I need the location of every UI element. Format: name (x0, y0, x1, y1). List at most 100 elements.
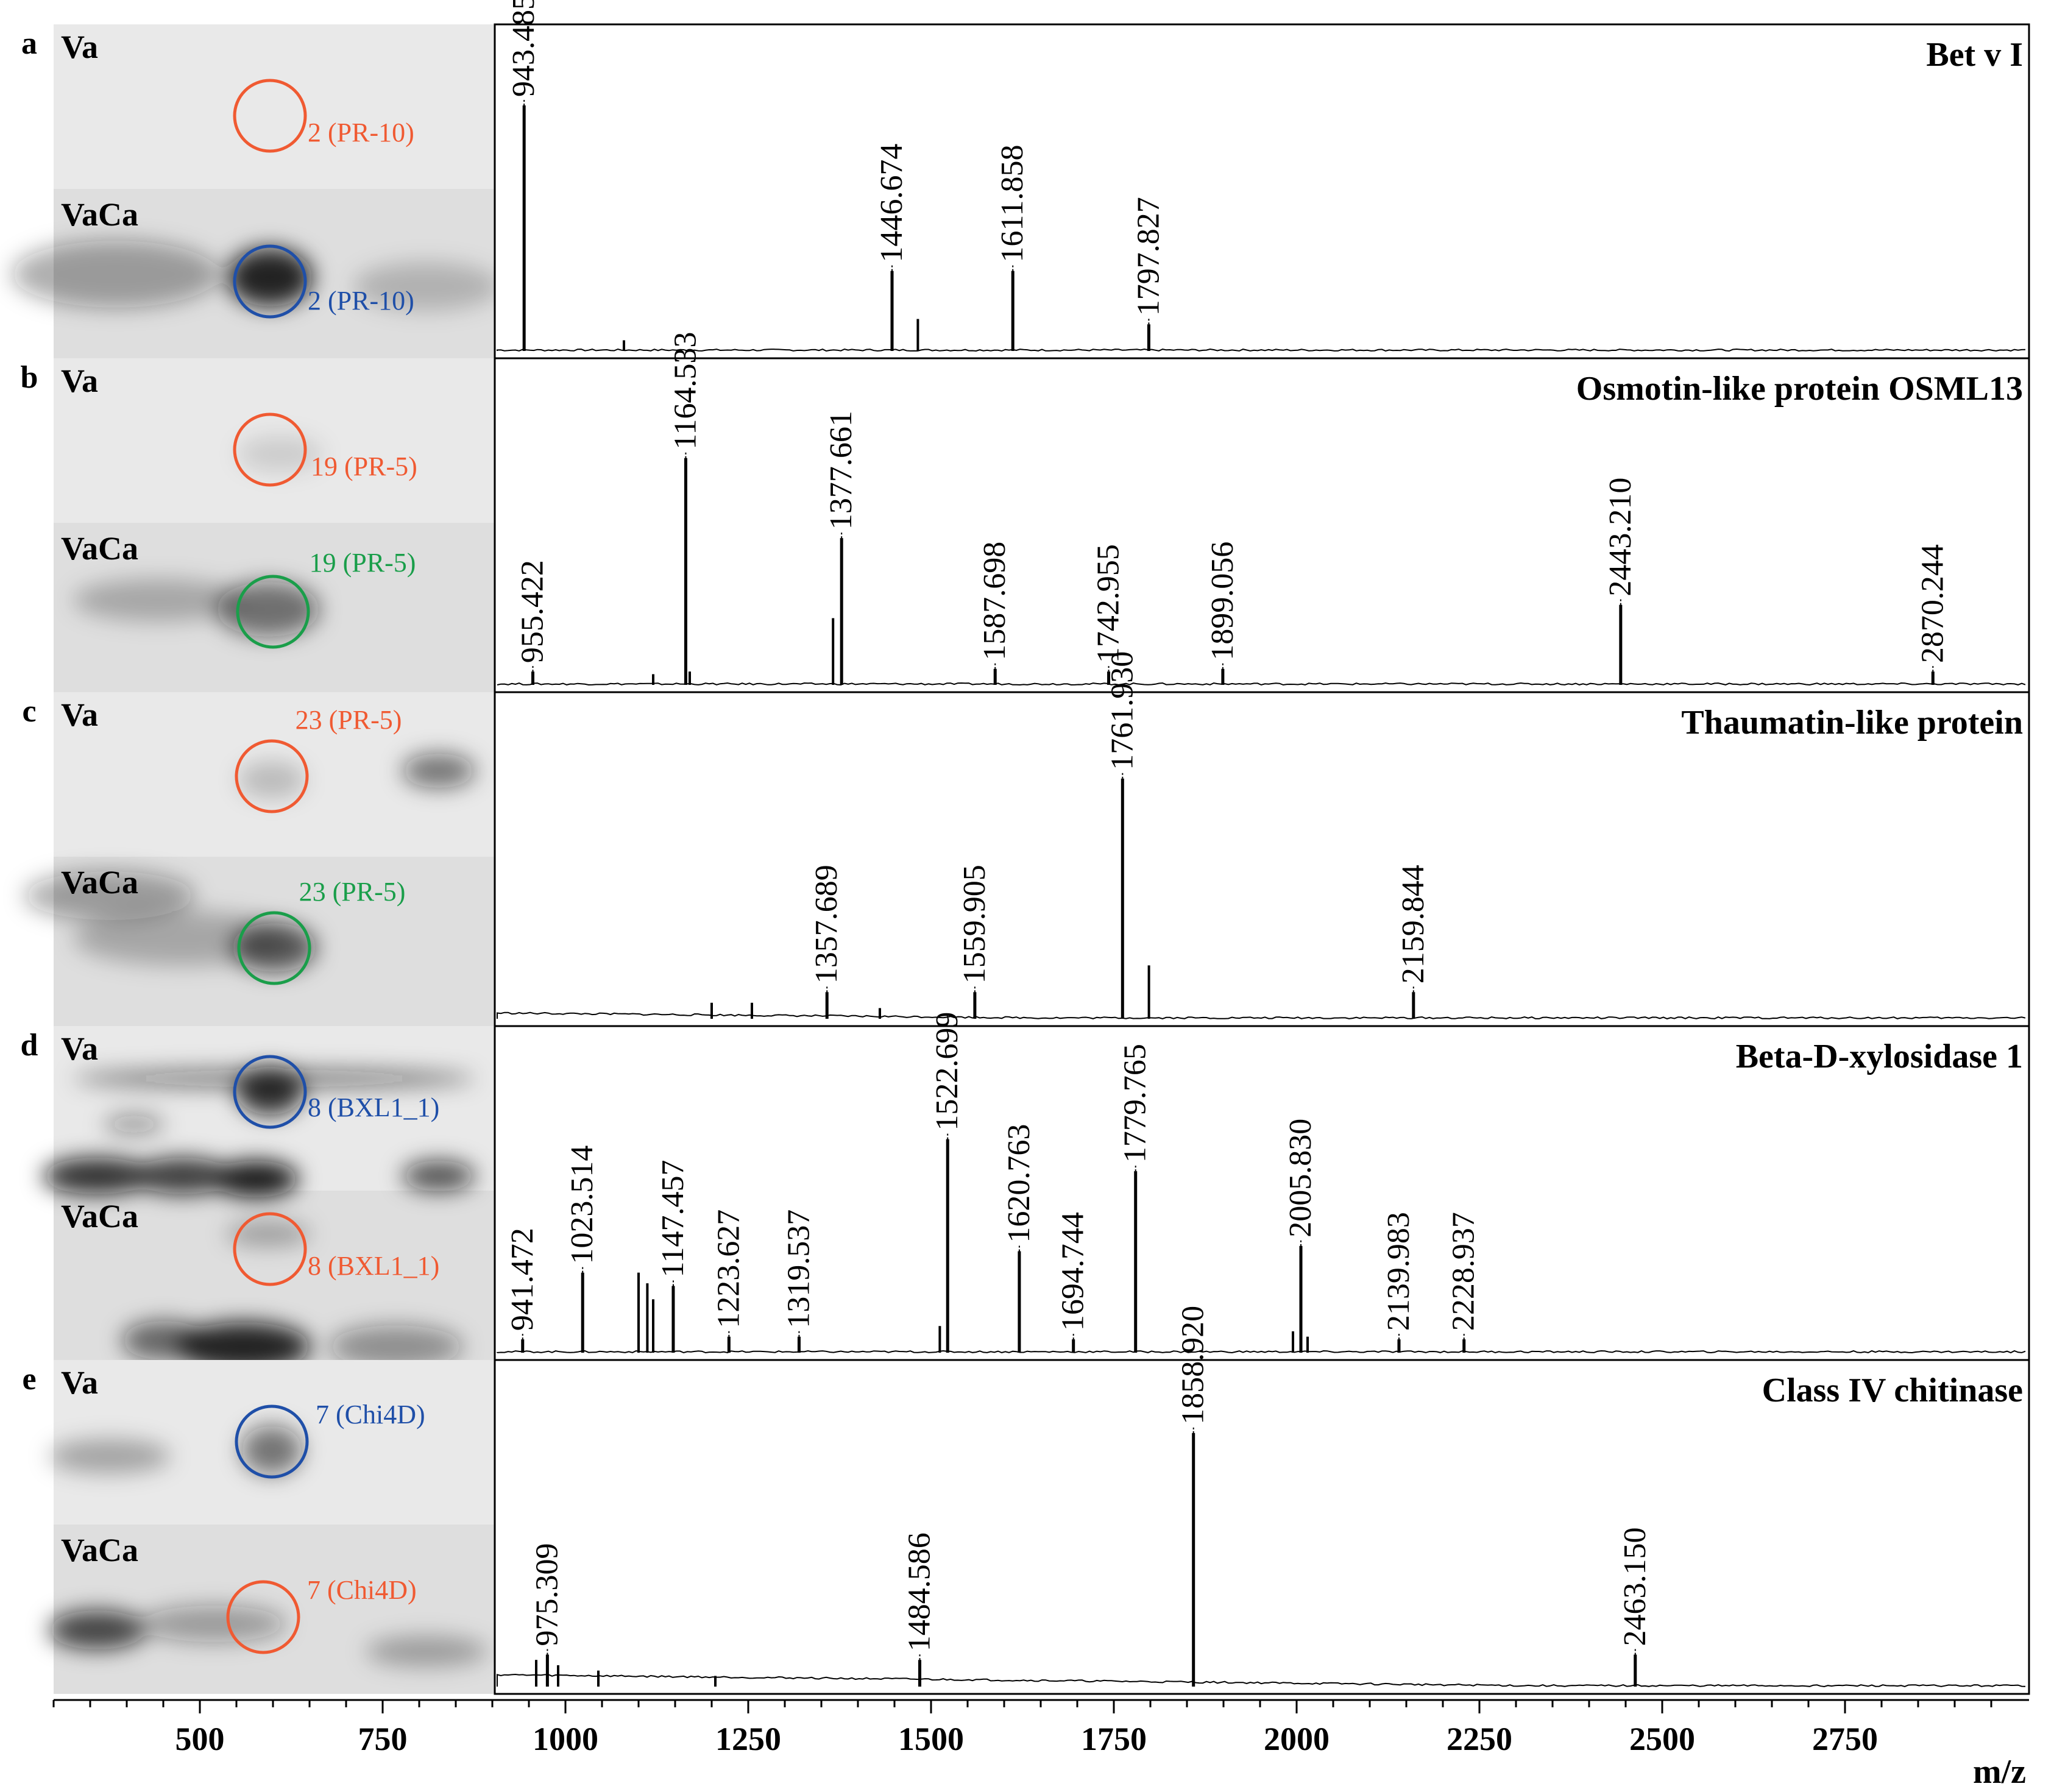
gel-bottom-spot-circle (233, 1212, 307, 1286)
gel-protein-spot (238, 762, 305, 798)
spectrum-title: Bet v I (1926, 36, 2023, 74)
spectrum: Thaumatin-like protein 1357.689 1559.905 17… (494, 651, 2030, 1027)
gel-top-label: Va (61, 696, 98, 733)
spectrum: Beta-D-xylosidase 1 941.472 1023.514 1147.4… (494, 1012, 2030, 1361)
peak-label: 955.422 (515, 560, 550, 663)
peak-label: 1023.514 (565, 1146, 600, 1264)
spectrum-frame (494, 1025, 2030, 1361)
x-tick-label: 1750 (1081, 1721, 1147, 1757)
gel-protein-spot (24, 871, 195, 920)
gel-bottom-spot-circle (226, 1580, 300, 1654)
peak-label: 1522.699 (930, 1012, 965, 1131)
gel-top-spot-circle (233, 413, 307, 487)
gel-spots (12, 241, 500, 311)
gel-protein-spot (241, 1426, 302, 1475)
gel-image: Va VaCa 23 (PR-5) 23 (PR-5) (24, 692, 495, 1026)
panel-a: a Va VaCa 2 (PR-10) 2 (PR-10) Bet v I 943.485 1… (12, 0, 2030, 359)
gel-bottom-spot-circle (233, 244, 307, 319)
gel-bottom-spot-circle (236, 575, 310, 649)
peak-label: 1587.698 (977, 542, 1012, 660)
gel-protein-spot (49, 1439, 171, 1473)
spectrum-title: Thaumatin-like protein (1681, 704, 2023, 742)
gel-protein-spot (353, 262, 500, 311)
gel-spots (43, 1066, 475, 1371)
peak-label: 1779.765 (1118, 1044, 1153, 1163)
peak-label: 1611.858 (995, 145, 1030, 263)
peak-label: 2463.150 (1618, 1527, 1652, 1646)
panel-b: b Va VaCa 19 (PR-5) 19 (PR-5) Osmotin-like pr… (21, 332, 2030, 693)
gel-protein-spot (213, 1161, 299, 1197)
gel-bottom-spot-label: 2 (PR-10) (308, 286, 414, 316)
spectrum: Class IV chitinase 975.309 1484.586 1858.92… (494, 1306, 2030, 1695)
gel-protein-spot (225, 1222, 311, 1246)
panel-letter: a (21, 26, 37, 61)
panel-letter: d (21, 1028, 38, 1063)
gel-top-label: Va (61, 1364, 98, 1401)
spectrum-title: Osmotin-like protein OSML13 (1576, 370, 2023, 408)
peak-label: 1319.537 (781, 1209, 816, 1328)
peak-label: 1223.627 (711, 1209, 746, 1328)
spectrum: Bet v I 943.485 1446.674 1611.858 1797.827 (494, 0, 2030, 359)
gel-protein-spot (238, 436, 323, 472)
peak-label: 1377.661 (824, 411, 859, 529)
peak-label: 1559.905 (957, 865, 992, 983)
peak-label: 2443.210 (1603, 478, 1638, 597)
gel-bottom-spot-circle (237, 911, 311, 985)
gel-bottom-spot-label: 7 (Chi4D) (307, 1575, 417, 1605)
panel-e: e Va VaCa 7 (Chi4D) 7 (Chi4D) Class IV chitin… (22, 1306, 2030, 1695)
panel-letter: e (22, 1362, 36, 1397)
spectrum-baseline (497, 1011, 2026, 1020)
peak-label: 1357.689 (809, 865, 844, 983)
peak-label: 2228.937 (1447, 1212, 1481, 1331)
x-tick-label: 750 (358, 1721, 408, 1757)
x-axis-label: m/z (1973, 1753, 2026, 1791)
peak-label: 2159.844 (1396, 865, 1431, 983)
panel-c: c Va VaCa 23 (PR-5) 23 (PR-5) Thaumatin-like … (22, 651, 2030, 1027)
gel-protein-spot (329, 1325, 463, 1368)
spectrum-baseline (497, 1350, 2026, 1354)
gel-protein-spot (49, 1610, 146, 1649)
gel-protein-spot (140, 1606, 286, 1642)
spectrum-title: Class IV chitinase (1762, 1372, 2023, 1409)
gel-protein-spot (73, 911, 292, 966)
spectrum-frame (494, 23, 2030, 359)
gel-bottom-spot-label: 8 (BXL1_1) (308, 1251, 439, 1281)
peak-label: 975.309 (529, 1543, 564, 1646)
peak-label: 1446.674 (874, 144, 909, 263)
peak-label: 1858.920 (1176, 1306, 1211, 1425)
gel-image: Va VaCa 2 (PR-10) 2 (PR-10) (12, 24, 500, 358)
gel-protein-spot (122, 1321, 207, 1360)
x-tick-label: 1500 (898, 1721, 964, 1757)
gel-top-spot-circle (233, 1055, 307, 1129)
gel-top-background (54, 24, 495, 189)
gel-top-spot-label: 19 (PR-5) (311, 452, 417, 481)
peak-label: 2139.983 (1381, 1212, 1416, 1331)
peak-label: 1694.744 (1056, 1212, 1091, 1331)
x-tick-label: 2250 (1447, 1721, 1512, 1757)
gel-protein-spot (104, 1114, 165, 1134)
peak-label: 1742.955 (1091, 544, 1126, 663)
gel-top-spot-label: 8 (BXL1_1) (308, 1093, 439, 1122)
peak-label: 1484.586 (902, 1532, 937, 1651)
gel-image: Va VaCa 8 (BXL1_1) 8 (BXL1_1) (43, 1026, 495, 1371)
panel-letter: c (22, 694, 36, 729)
gel-protein-spot (73, 579, 244, 622)
peak-label: 943.485 (506, 0, 541, 97)
gel-protein-spot (43, 1158, 152, 1194)
gel-bottom-label: VaCa (61, 1198, 138, 1234)
spectrum-frame (494, 691, 2030, 1027)
gel-top-spot-label: 7 (Chi4D) (316, 1400, 425, 1429)
gel-image: Va VaCa 7 (Chi4D) 7 (Chi4D) (49, 1360, 495, 1694)
gel-top-spot-circle (233, 79, 307, 153)
gel-top-label: Va (61, 1030, 98, 1067)
gel-protein-spot (12, 241, 219, 308)
spectrum-frame (494, 1359, 2030, 1695)
gel-protein-spot (73, 1069, 475, 1088)
x-tick-label: 2000 (1264, 1721, 1330, 1757)
peak-label: 2870.244 (1915, 544, 1950, 663)
gel-bottom-label: VaCa (61, 864, 138, 901)
gel-bottom-label: VaCa (61, 1532, 138, 1568)
gel-protein-spot (402, 1161, 475, 1191)
spectrum-baseline (497, 1673, 2026, 1688)
